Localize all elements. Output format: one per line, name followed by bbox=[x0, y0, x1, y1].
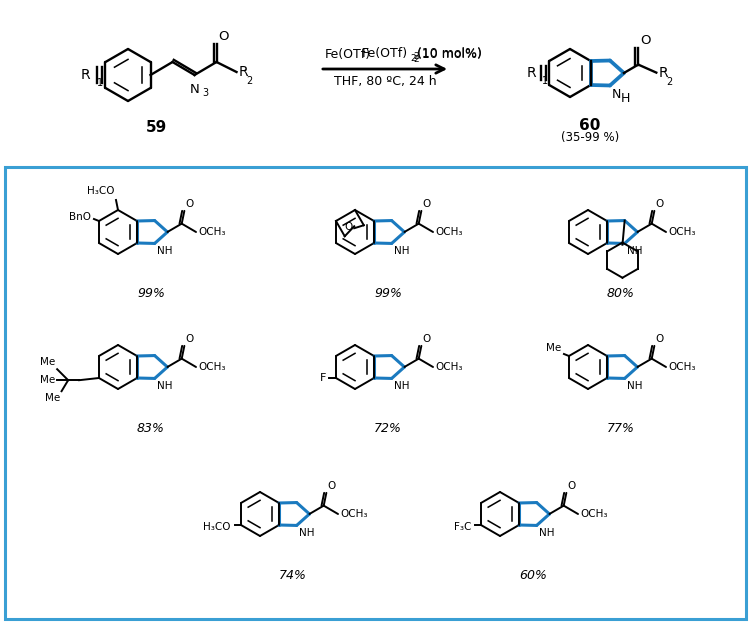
Text: NH: NH bbox=[299, 529, 314, 539]
Text: F: F bbox=[320, 373, 326, 383]
Text: 80%: 80% bbox=[607, 287, 635, 300]
Text: THF, 80 ºC, 24 h: THF, 80 ºC, 24 h bbox=[333, 75, 436, 88]
Text: R: R bbox=[239, 65, 248, 79]
Text: O: O bbox=[219, 30, 229, 43]
Text: R: R bbox=[526, 66, 536, 80]
Text: R: R bbox=[659, 65, 668, 80]
Text: OCH₃: OCH₃ bbox=[198, 227, 225, 237]
Text: NH: NH bbox=[626, 246, 642, 256]
Text: N: N bbox=[190, 83, 200, 96]
Text: OCH₃: OCH₃ bbox=[198, 362, 225, 372]
Text: Fe(OTf): Fe(OTf) bbox=[325, 48, 371, 61]
Text: O: O bbox=[185, 334, 194, 344]
Text: O: O bbox=[185, 199, 194, 209]
Text: 2: 2 bbox=[410, 54, 415, 63]
Text: 3: 3 bbox=[203, 88, 209, 98]
Text: 59: 59 bbox=[146, 120, 167, 135]
Text: NH: NH bbox=[538, 529, 554, 539]
Text: R: R bbox=[81, 68, 90, 82]
Text: OCH₃: OCH₃ bbox=[668, 227, 695, 237]
Text: Me: Me bbox=[40, 357, 55, 367]
Text: O: O bbox=[656, 199, 664, 209]
Text: NH: NH bbox=[394, 246, 409, 256]
Text: 1: 1 bbox=[542, 76, 548, 86]
Text: OCH₃: OCH₃ bbox=[340, 509, 367, 519]
Text: 2: 2 bbox=[413, 52, 418, 61]
Text: 2: 2 bbox=[666, 77, 673, 86]
Text: 99%: 99% bbox=[137, 287, 165, 300]
Text: NH: NH bbox=[626, 381, 642, 391]
Text: 2: 2 bbox=[413, 55, 418, 64]
Text: Me: Me bbox=[546, 343, 561, 353]
Text: O: O bbox=[344, 222, 352, 232]
Text: F₃C: F₃C bbox=[454, 522, 471, 532]
Text: N: N bbox=[612, 88, 621, 101]
Text: 74%: 74% bbox=[279, 569, 307, 582]
Text: NH: NH bbox=[157, 381, 172, 391]
Text: 2: 2 bbox=[246, 76, 253, 86]
Text: 60%: 60% bbox=[519, 569, 547, 582]
Text: H: H bbox=[621, 93, 630, 106]
Text: 99%: 99% bbox=[374, 287, 402, 300]
Text: O: O bbox=[422, 334, 430, 344]
Text: H₃CO: H₃CO bbox=[204, 522, 231, 532]
Text: (10 mol%): (10 mol%) bbox=[413, 48, 482, 61]
Text: Me: Me bbox=[45, 393, 61, 403]
Text: 83%: 83% bbox=[137, 422, 165, 435]
Text: O: O bbox=[567, 481, 575, 491]
Text: OCH₃: OCH₃ bbox=[435, 227, 463, 237]
Text: NH: NH bbox=[157, 246, 172, 256]
Text: 1: 1 bbox=[96, 78, 103, 88]
Text: O: O bbox=[656, 334, 664, 344]
Text: OCH₃: OCH₃ bbox=[435, 362, 463, 372]
Text: 60: 60 bbox=[579, 118, 601, 133]
Text: 72%: 72% bbox=[374, 422, 402, 435]
Text: O: O bbox=[641, 34, 651, 47]
Bar bbox=[5, 167, 746, 619]
Text: NH: NH bbox=[394, 381, 409, 391]
Text: OCH₃: OCH₃ bbox=[668, 362, 695, 372]
Text: OCH₃: OCH₃ bbox=[580, 509, 608, 519]
Text: 77%: 77% bbox=[607, 422, 635, 435]
Text: (35-99 %): (35-99 %) bbox=[561, 131, 619, 144]
Text: O: O bbox=[327, 481, 336, 491]
Text: BnO: BnO bbox=[69, 212, 91, 222]
Text: Me: Me bbox=[40, 375, 55, 385]
Text: (10 mol%): (10 mol%) bbox=[413, 47, 482, 60]
Text: Fe(OTf): Fe(OTf) bbox=[362, 47, 408, 60]
Text: O: O bbox=[422, 199, 430, 209]
Text: H₃CO: H₃CO bbox=[86, 186, 114, 196]
